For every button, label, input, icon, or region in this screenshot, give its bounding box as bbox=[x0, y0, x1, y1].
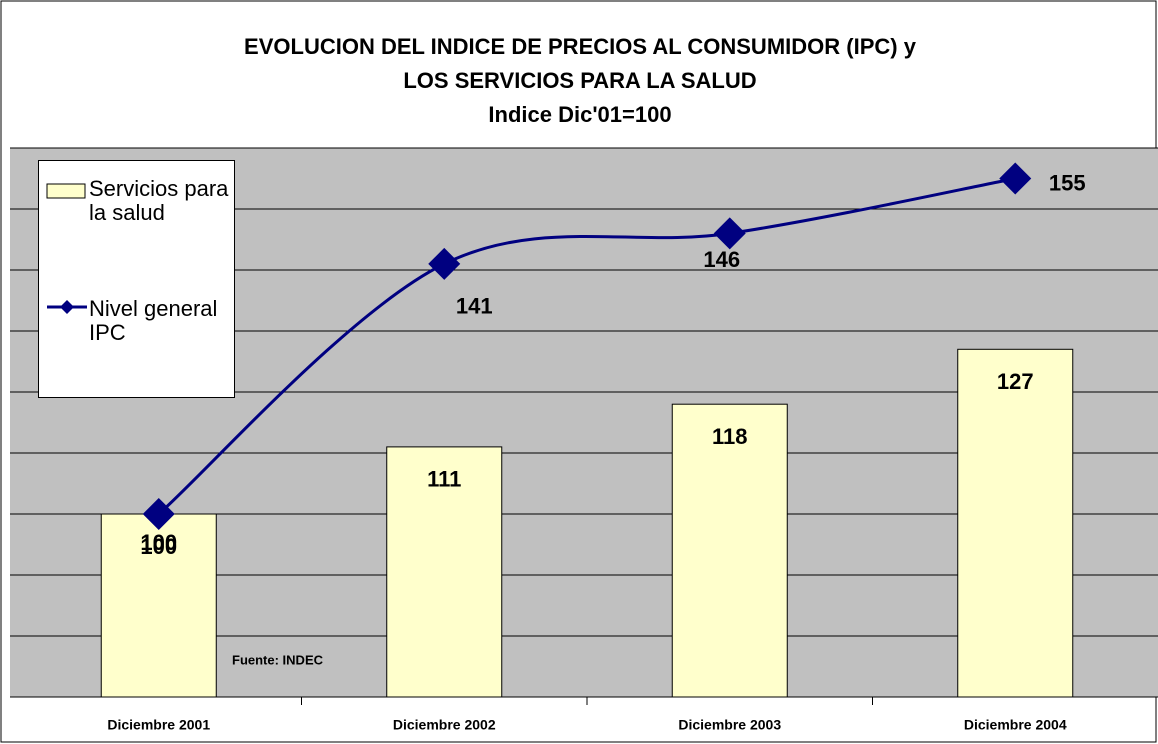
bar-value-label: 127 bbox=[997, 369, 1034, 394]
bar-value-label: 118 bbox=[712, 424, 748, 449]
chart-title: LOS SERVICIOS PARA LA SALUD bbox=[403, 68, 756, 93]
bar bbox=[386, 446, 503, 698]
x-tick-label: Diciembre 2002 bbox=[393, 717, 496, 733]
bar bbox=[957, 348, 1074, 698]
legend-bar-swatch bbox=[46, 183, 86, 199]
legend-label: Servicios para la salud bbox=[89, 176, 229, 225]
line-value-label: 155 bbox=[1049, 170, 1086, 195]
legend-marker-swatch bbox=[60, 300, 74, 314]
chart-title: Indice Dic'01=100 bbox=[488, 102, 671, 127]
line-marker bbox=[142, 498, 175, 530]
line-marker bbox=[713, 217, 746, 250]
line-value-label: 146 bbox=[703, 247, 740, 272]
annotation: Fuente: INDEC bbox=[232, 652, 324, 667]
legend-label: Nivel general IPC bbox=[89, 296, 218, 345]
legend-swatch bbox=[47, 300, 87, 314]
bar bbox=[671, 403, 788, 698]
bar-value-label: 100 bbox=[140, 534, 177, 559]
bar bbox=[100, 513, 217, 698]
line-marker bbox=[999, 162, 1032, 195]
bar-value-label: 111 bbox=[427, 467, 461, 492]
legend: Servicios para la salud Nivel general IP… bbox=[38, 160, 235, 398]
x-tick-label: Diciembre 2004 bbox=[964, 717, 1067, 733]
line-marker bbox=[428, 247, 461, 280]
x-tick-label: Diciembre 2001 bbox=[107, 717, 210, 733]
line-value-label: 100 bbox=[140, 530, 177, 555]
legend-swatch bbox=[46, 183, 86, 199]
line bbox=[157, 177, 1016, 516]
x-tick-label: Diciembre 2003 bbox=[678, 717, 781, 733]
chart-title: EVOLUCION DEL INDICE DE PRECIOS AL CONSU… bbox=[244, 34, 917, 59]
line-value-label: 141 bbox=[456, 294, 493, 319]
